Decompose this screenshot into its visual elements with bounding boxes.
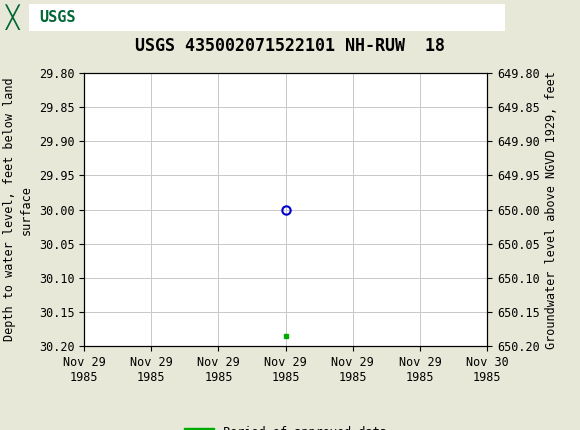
Y-axis label: Depth to water level, feet below land
surface: Depth to water level, feet below land su…	[3, 78, 33, 341]
Text: USGS 435002071522101 NH-RUW  18: USGS 435002071522101 NH-RUW 18	[135, 37, 445, 55]
Legend: Period of approved data: Period of approved data	[180, 421, 392, 430]
Text: ╳: ╳	[6, 5, 19, 31]
Bar	[29, 4, 505, 31]
Text: USGS: USGS	[39, 10, 76, 25]
Y-axis label: Groundwater level above NGVD 1929, feet: Groundwater level above NGVD 1929, feet	[545, 71, 558, 349]
